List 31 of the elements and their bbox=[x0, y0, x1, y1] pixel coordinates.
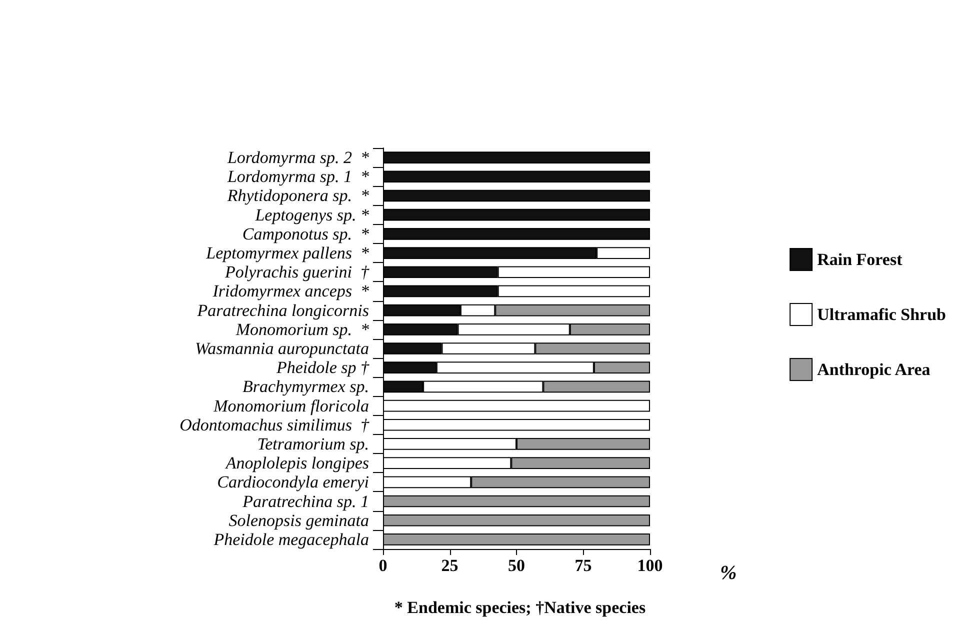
x-tick-label: 75 bbox=[574, 556, 592, 575]
legend-label: Anthropic Area bbox=[817, 360, 931, 379]
y-tick-label: Lordomyrma sp. 1 * bbox=[226, 167, 370, 186]
y-tick-label: Camponotus sp. * bbox=[242, 224, 370, 244]
y-tick-label: Odontomachus similimus † bbox=[180, 415, 370, 434]
y-tick-label: Leptomyrmex pallens * bbox=[205, 244, 370, 263]
y-tick-label: Cardiocondyla emeryi bbox=[217, 472, 370, 492]
y-tick-label: Iridomyrmex anceps * bbox=[212, 282, 370, 301]
y-tick-label: Paratrechina longicornis bbox=[196, 300, 370, 320]
y-tick-label: Monomorium sp. * bbox=[234, 320, 370, 339]
x-tick-label: 0 bbox=[378, 556, 388, 575]
x-tick-label: 100 bbox=[637, 556, 663, 575]
y-tick-label: Lordomyrma sp. 2 * bbox=[226, 148, 370, 168]
y-tick-label: Rhytidoponera sp. * bbox=[226, 186, 370, 206]
y-tick-label: Pheidole megacephala bbox=[212, 530, 369, 549]
legend-label: Rain Forest bbox=[817, 250, 903, 269]
y-tick-label: Paratrechina sp. 1 bbox=[242, 492, 369, 511]
y-tick-label: Anoplolepis longipes bbox=[224, 454, 370, 473]
y-tick-label: Polyrachis guerini † bbox=[224, 262, 370, 282]
y-tick-label: Wasmannia auropunctata bbox=[195, 339, 369, 358]
y-tick-label: Leptogenys sp. * bbox=[254, 205, 370, 224]
y-tick-label: Brachymyrmex sp. bbox=[242, 377, 369, 396]
x-axis-title: % bbox=[720, 562, 737, 584]
y-tick-label: Solenopsis geminata bbox=[228, 510, 369, 530]
x-tick-label: 25 bbox=[441, 556, 458, 575]
text: * Endemic species; †Native species bbox=[394, 598, 646, 617]
y-tick-label: Tetramorium sp. bbox=[257, 434, 369, 454]
y-tick-label: Monomorium floricola bbox=[212, 396, 369, 416]
legend-label: Ultramafic Shrub bbox=[817, 305, 946, 324]
x-tick-label: 50 bbox=[508, 556, 525, 575]
y-tick-label: Pheidole sp † bbox=[275, 358, 370, 378]
